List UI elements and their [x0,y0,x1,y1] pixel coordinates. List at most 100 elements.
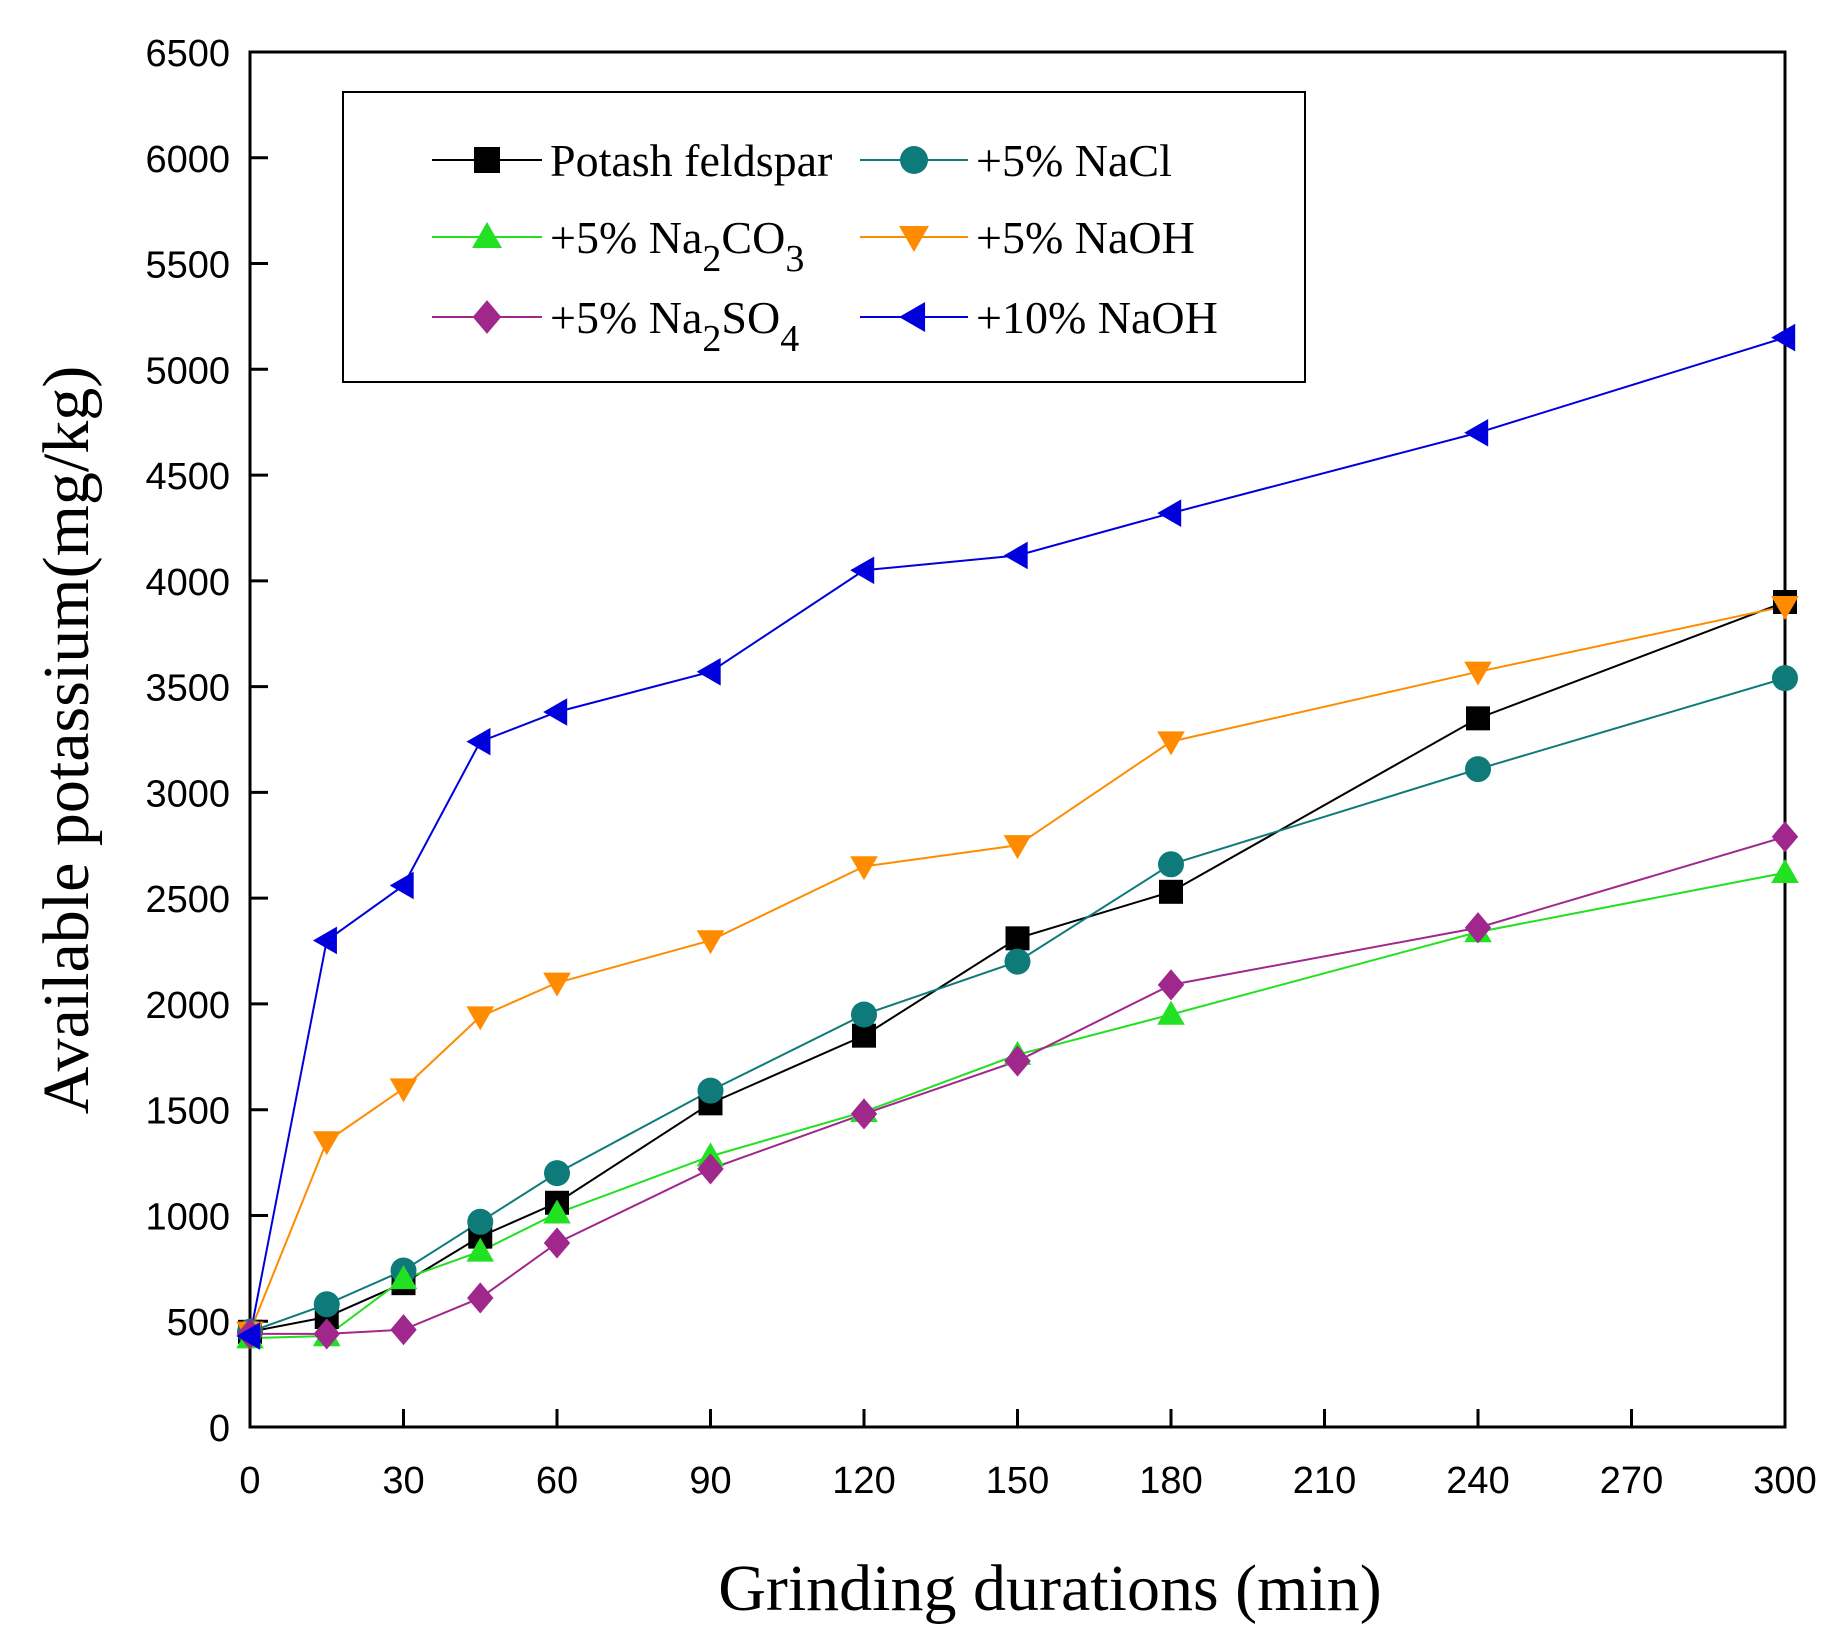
legend-label-3: +5% NaOH [976,212,1195,263]
series-3-point-7 [1003,835,1032,860]
x-tick-label-240: 240 [1446,1460,1509,1502]
legend-label-1: +5% NaCl [976,135,1172,186]
series-3-point-9 [1464,661,1492,686]
series-4-point-9 [1464,912,1492,944]
y-tick-label-5000: 5000 [145,350,230,392]
legend-label-1-main: +5% NaCl [976,135,1172,186]
legend-label-4-sub2: 4 [780,318,799,360]
legend-marker-1 [900,146,928,174]
series-2-point-3 [466,1237,495,1262]
series-3-point-6 [850,856,878,881]
y-tick-label-1000: 1000 [145,1196,230,1238]
legend-label-2: +5% Na2CO3 [550,212,804,280]
series-1-point-4 [544,1160,570,1187]
series-5-point-6 [850,556,875,585]
legend-label-3-main: +5% NaOH [976,212,1195,263]
series-4-point-4 [543,1227,571,1259]
series-3-point-8 [1157,731,1185,756]
y-tick-labels: 0 500 1000 1500 2000 2500 3000 3500 4000 4500 5000… [145,33,230,1450]
x-axis-title: Grinding durations (min) [718,1552,1382,1625]
y-axis-title: Available potassium(mg/kg) [30,366,103,1114]
y-tick-label-6000: 6000 [145,139,230,181]
series-1-point-7 [1004,948,1031,975]
y-tick-label-1500: 1500 [145,1091,230,1133]
series-4-point-1 [313,1318,340,1350]
legend-marker-4 [472,300,502,334]
y-tick-label-3500: 3500 [145,668,230,710]
legend-label-4: +5% Na2SO4 [550,292,799,360]
series-5-point-9 [1464,418,1489,447]
series-5-point-4 [543,698,568,726]
legend-label-0: Potash feldspar [550,135,832,186]
series-1-point-3 [467,1208,494,1235]
series-1-point-9 [1465,756,1491,783]
series-1-point-10 [1772,665,1798,692]
series-5-point-3 [466,727,491,756]
legend-label-4-tail: SO [721,292,780,343]
series-3-point-3 [466,1006,495,1031]
series-4-point-2 [390,1314,417,1346]
legend-label-5-main: +10% NaOH [976,292,1218,343]
series-4-point-5 [697,1153,724,1185]
legend-label-2-tail: CO [721,212,785,263]
series-3-point-4 [543,972,571,997]
x-tick-label-150: 150 [986,1460,1049,1502]
x-tick-label-270: 270 [1600,1460,1663,1502]
x-tick-label-300: 300 [1753,1460,1816,1502]
series-4-point-6 [850,1098,878,1130]
legend-marker-2 [472,222,502,249]
legend-label-0-main: Potash feldspar [550,135,832,186]
y-tick-label-2000: 2000 [145,985,230,1027]
series-5-point-1 [312,926,337,955]
series-4-point-8 [1157,969,1185,1001]
series-1-point-1 [313,1291,340,1318]
y-tick-label-4500: 4500 [145,456,230,498]
series-5-point-10 [1771,323,1796,352]
y-tick-label-6500: 6500 [145,33,230,75]
legend-label-2-main: +5% Na [550,212,702,263]
series-3-point-1 [312,1131,341,1156]
x-tick-label-0: 0 [239,1460,260,1502]
series-1-point-8 [1158,851,1184,878]
y-tick-label-0: 0 [209,1408,230,1450]
series-markers [236,323,1799,1350]
x-tick-label-60: 60 [536,1460,578,1502]
series-0-point-6 [852,1023,876,1048]
series-0-point-9 [1466,706,1490,731]
series-5-point-0 [236,1322,261,1350]
series-4-point-3 [467,1282,494,1314]
x-tick-label-180: 180 [1139,1460,1202,1502]
legend-label-2-sub: 2 [702,238,721,280]
y-tick-label-500: 500 [167,1302,230,1344]
series-3-point-5 [696,930,725,955]
series-2-point-2 [389,1265,418,1290]
series-0-point-7 [1005,926,1030,951]
legend-marker-5 [899,302,926,332]
legend: Potash feldspar +5% NaCl+5% Na2CO3 +5% NaO… [342,91,1306,383]
legend-label-2-sub2: 3 [785,238,804,280]
series-3-point-2 [389,1078,418,1103]
x-tick-labels: 0 30 60 90 120 150 180 210 240 270 300 [239,1460,1816,1502]
series-2-point-10 [1771,858,1799,883]
series-5-point-8 [1157,499,1182,527]
legend-marker-3 [899,225,929,252]
legend-marker-0 [474,147,500,173]
x-tick-label-90: 90 [689,1460,731,1502]
y-tick-label-5500: 5500 [145,245,230,287]
series-5-point-2 [389,871,414,900]
x-tick-label-210: 210 [1293,1460,1356,1502]
y-tick-label-4000: 4000 [145,562,230,604]
series-4-point-7 [1004,1045,1031,1077]
series-5-point-5 [696,658,721,686]
y-tick-label-3000: 3000 [145,773,230,815]
series-0-point-8 [1159,879,1183,904]
legend-label-4-main: +5% Na [550,292,702,343]
series-4-point-10 [1771,821,1799,853]
x-tick-label-120: 120 [832,1460,895,1502]
legend-label-4-sub: 2 [702,318,721,360]
legend-label-5: +10% NaOH [976,292,1218,343]
y-tick-label-2500: 2500 [145,879,230,921]
series-3-point-10 [1771,596,1799,621]
series-1-point-5 [697,1077,724,1104]
x-tick-label-30: 30 [382,1460,424,1502]
